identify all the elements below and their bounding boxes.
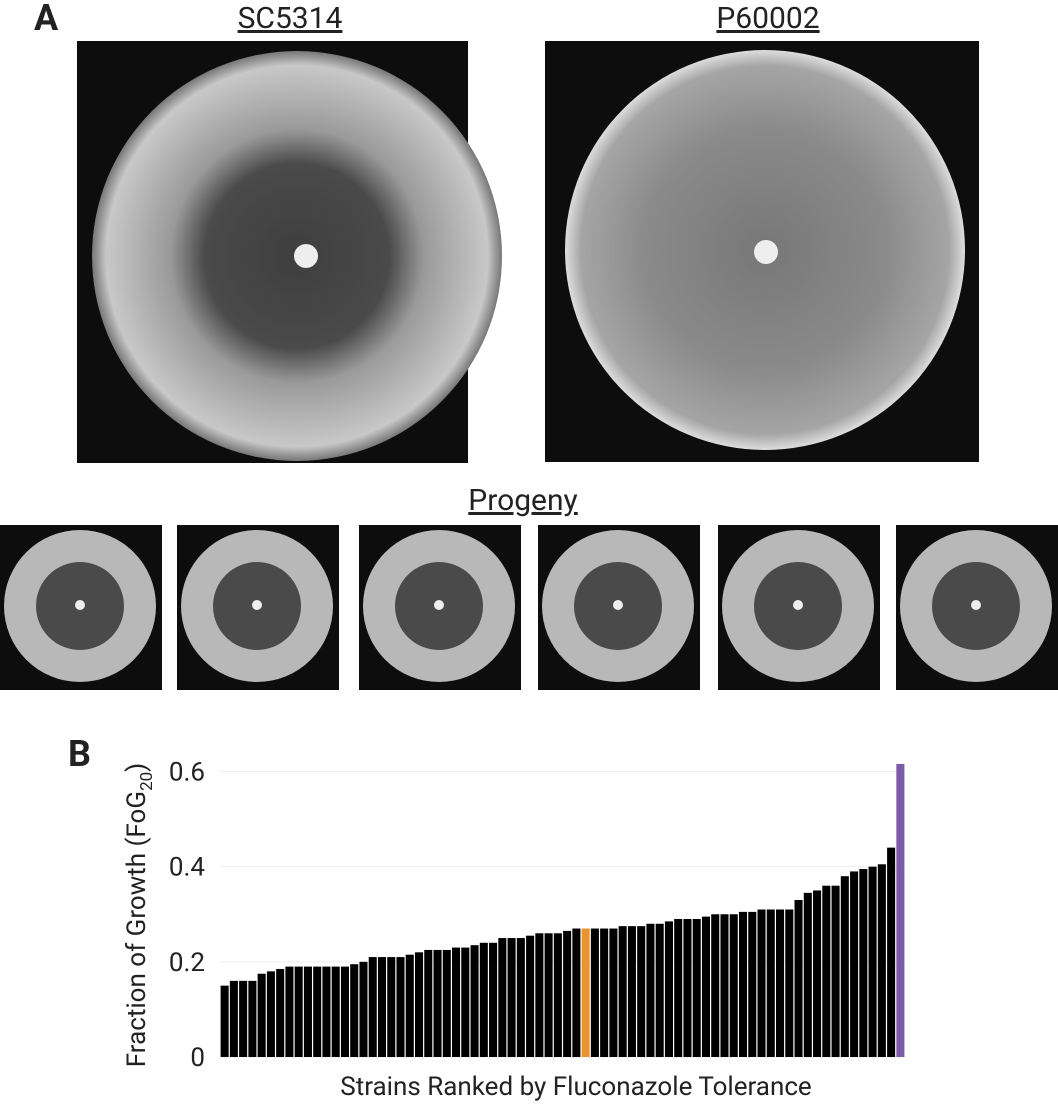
bar xyxy=(479,942,488,1057)
bar xyxy=(738,911,748,1057)
bar xyxy=(452,947,461,1057)
bar xyxy=(368,957,377,1057)
bar xyxy=(396,957,405,1057)
bar xyxy=(377,957,387,1057)
bar xyxy=(516,938,525,1057)
bar xyxy=(526,935,535,1057)
bar-chart: 0 0.2 0.4 0.6 xyxy=(169,758,905,1073)
bar xyxy=(831,885,840,1057)
bar xyxy=(331,966,340,1057)
bar xyxy=(803,892,812,1057)
bar xyxy=(618,926,627,1057)
bar xyxy=(507,938,516,1057)
bar xyxy=(498,938,507,1057)
bar xyxy=(414,952,424,1057)
bar xyxy=(535,933,544,1057)
bar xyxy=(581,928,590,1057)
strain-title: SC5314 xyxy=(238,1,343,36)
bar xyxy=(350,964,359,1057)
drug-disk xyxy=(971,600,981,610)
bar xyxy=(313,966,322,1057)
bar xyxy=(229,980,238,1057)
y-tick-label: 0 xyxy=(190,1043,205,1073)
bar xyxy=(220,985,229,1057)
bar xyxy=(359,961,368,1057)
bar xyxy=(720,914,729,1057)
bar xyxy=(627,926,636,1057)
drug-disk xyxy=(75,600,85,610)
bar xyxy=(664,921,673,1057)
y-tick-label: 0.2 xyxy=(169,948,205,978)
bar xyxy=(248,980,257,1057)
y-label-text: ) xyxy=(122,763,152,772)
bar xyxy=(572,928,581,1057)
bar xyxy=(553,933,562,1057)
drug-disk xyxy=(294,244,318,268)
bar xyxy=(868,866,877,1057)
bar xyxy=(424,949,433,1057)
x-axis-label: Strains Ranked by Fluconazole Tolerance xyxy=(340,1072,811,1102)
drug-disk xyxy=(252,600,262,610)
bar xyxy=(785,909,794,1057)
bar xyxy=(646,923,655,1057)
y-label-text: Fraction of Growth (FoG xyxy=(122,791,152,1067)
bar xyxy=(748,911,757,1057)
bar xyxy=(461,947,470,1057)
panel-label: A xyxy=(34,0,59,39)
bar xyxy=(257,973,266,1057)
bar xyxy=(655,923,664,1057)
bar xyxy=(794,899,803,1057)
bar xyxy=(692,919,701,1057)
bar xyxy=(887,847,896,1057)
bar xyxy=(470,945,479,1057)
y-tick-label: 0.4 xyxy=(169,853,205,883)
strain-title: P60002 xyxy=(716,1,819,36)
bar xyxy=(757,909,766,1057)
y-tick-label: 0.6 xyxy=(169,758,205,788)
bar xyxy=(340,966,349,1057)
bar xyxy=(729,914,738,1057)
bar xyxy=(303,966,312,1057)
panel-label: B xyxy=(68,733,91,775)
bar xyxy=(266,971,275,1057)
bar xyxy=(405,954,414,1057)
bar xyxy=(590,928,599,1057)
bar xyxy=(544,933,553,1057)
bar xyxy=(637,926,646,1057)
bar xyxy=(822,885,831,1057)
bar xyxy=(239,980,248,1057)
bar xyxy=(442,949,451,1057)
bar xyxy=(813,890,822,1057)
bar xyxy=(489,942,498,1057)
y-axis-label: Fraction of Growth (FoG20) xyxy=(122,763,157,1068)
bar xyxy=(294,966,303,1057)
bar xyxy=(701,916,711,1057)
bar xyxy=(896,763,905,1057)
bar xyxy=(563,930,572,1057)
y-label-subscript: 20 xyxy=(137,772,157,791)
bar xyxy=(859,869,868,1057)
bar xyxy=(276,968,285,1057)
bar xyxy=(600,928,609,1057)
progeny-title: Progeny xyxy=(468,483,577,518)
bar xyxy=(877,864,886,1057)
bar xyxy=(433,949,442,1057)
drug-disk xyxy=(434,600,444,610)
bar xyxy=(674,919,683,1057)
bar xyxy=(322,966,331,1057)
bar xyxy=(387,957,396,1057)
bar xyxy=(850,871,859,1057)
drug-disk xyxy=(613,600,623,610)
bar xyxy=(711,914,720,1057)
bar xyxy=(766,909,775,1057)
bar xyxy=(840,876,849,1057)
bar xyxy=(285,966,294,1057)
drug-disk xyxy=(793,600,803,610)
bar xyxy=(683,919,692,1057)
drug-disk xyxy=(754,240,778,264)
bar xyxy=(776,909,785,1057)
progeny-row xyxy=(0,525,1058,690)
bar xyxy=(609,928,618,1057)
